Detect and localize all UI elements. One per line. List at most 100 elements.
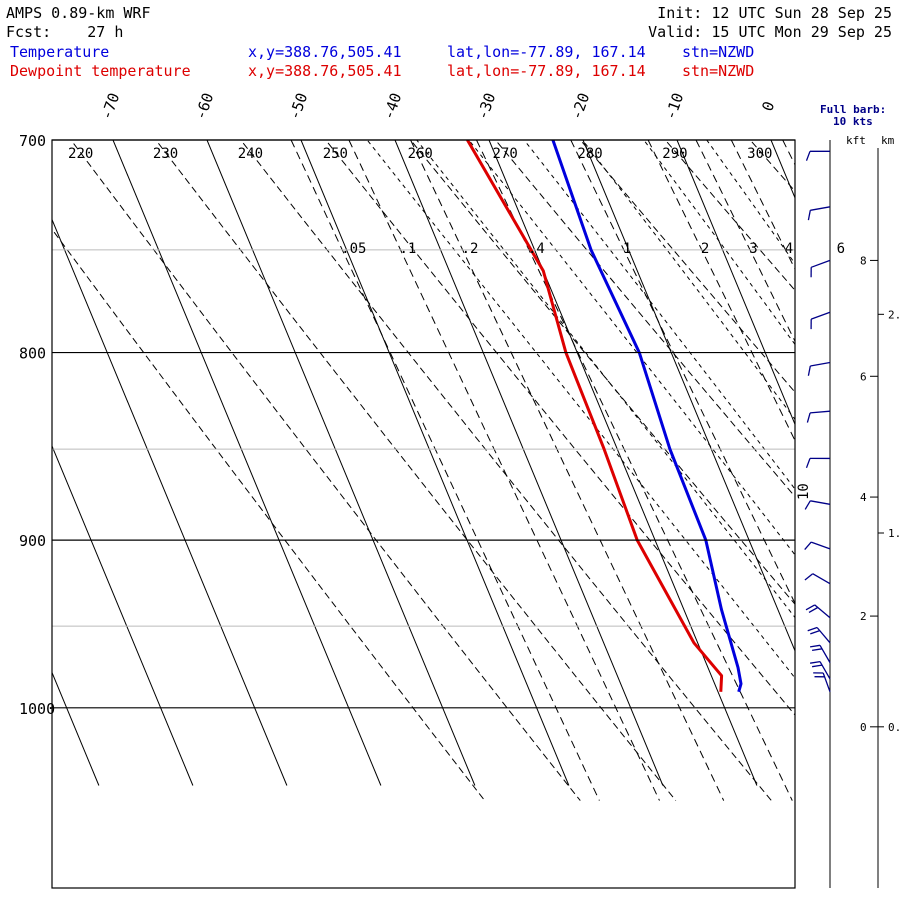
side-label: 10 (796, 483, 812, 500)
mixing-ratio-line (730, 140, 795, 271)
forecast-hour: Fcst: 27 h (6, 23, 123, 41)
barb-flag (811, 664, 823, 668)
dry-adiabat-label: 250 (323, 146, 348, 162)
wind-barb (805, 604, 831, 619)
isotherm (394, 140, 664, 786)
dry-adiabat (664, 140, 795, 292)
dry-adiabat (70, 140, 581, 801)
barb-flag (807, 626, 818, 632)
barb-staff (810, 410, 831, 414)
dry-adiabat-label: 240 (238, 146, 263, 162)
km-label: km (881, 134, 895, 147)
dry-adiabat (325, 140, 795, 716)
barb-flag (804, 500, 811, 510)
dewpoint-legend: Dewpoint temperature (10, 62, 191, 80)
isotherm (488, 140, 758, 786)
barb-flag (805, 604, 816, 611)
barb-staff (810, 311, 831, 320)
dry-adiabat-label: 290 (662, 146, 687, 162)
barb-staff (819, 644, 831, 663)
barb-flag (808, 606, 819, 613)
kft-tick-label: 8 (860, 254, 867, 267)
dry-adiabat (409, 140, 795, 605)
pressure-label: 900 (19, 532, 46, 550)
dry-adiabat-label: 230 (153, 146, 178, 162)
mixing-ratio-label: 2 (701, 241, 709, 257)
mixing-ratio-label: 1 (623, 241, 631, 257)
barb-flag (804, 573, 814, 581)
barb-flag (807, 210, 811, 221)
valid-time: Valid: 15 UTC Mon 29 Sep 25 (648, 23, 892, 41)
isotherm-label: 0 (758, 99, 778, 114)
wind-barb (805, 150, 831, 161)
isotherm (770, 140, 795, 200)
barb-staff (810, 259, 831, 268)
wind-barb (807, 361, 831, 376)
kft-tick-label: 0 (860, 721, 867, 734)
moist-adiabat (523, 140, 795, 490)
pressure-label: 700 (19, 132, 46, 150)
barb-flag (809, 660, 821, 664)
grid-layer (0, 140, 900, 801)
barb-flag (811, 648, 823, 652)
isotherm (865, 140, 900, 786)
dry-adiabat-label: 220 (68, 146, 93, 162)
mixing-ratio-label: 3 (749, 241, 757, 257)
mixing-ratio-line (290, 140, 600, 801)
mixing-ratio-label: 4 (785, 241, 793, 257)
barb-staff (810, 541, 831, 550)
barb-header: Full barb: (820, 103, 886, 116)
fcst-value: 27 h (87, 23, 124, 41)
mixing-ratio-label: .2 (462, 241, 479, 257)
km-tick-label: 1. (888, 527, 900, 540)
barb-staff (814, 604, 831, 619)
dry-adiabat (494, 140, 795, 498)
barb-staff (810, 206, 831, 211)
mixing-ratio-line (647, 140, 795, 442)
wind-barb (806, 410, 831, 423)
km-tick-label: 0. (888, 721, 900, 734)
kft-tick-label: 4 (860, 491, 867, 504)
moist-adiabat (468, 140, 795, 556)
isotherm (300, 140, 570, 786)
dry-adiabat (240, 140, 772, 801)
wind-barb (807, 626, 831, 644)
barb-flag (810, 629, 820, 635)
dry-adiabat (155, 140, 677, 801)
temperature-station: stn=NZWD (682, 43, 755, 61)
wind-barb (804, 541, 831, 551)
barb-staff (812, 573, 831, 585)
barb-staff (810, 500, 831, 505)
mixing-ratio-label: .4 (528, 241, 545, 257)
wind-barb (809, 644, 831, 663)
wind-barb (807, 206, 831, 221)
init-time: Init: 12 UTC Sun 28 Sep 25 (657, 4, 892, 22)
isotherm-label: -20 (567, 90, 593, 122)
mixing-ratio-line (782, 140, 795, 166)
barb-flag (805, 458, 811, 469)
barb-staff (819, 661, 831, 680)
wind-barb (804, 500, 831, 510)
moist-adiabat (581, 140, 795, 421)
isotherm (0, 140, 5, 786)
wind-barb (809, 660, 831, 680)
wind-barb (805, 457, 831, 469)
isotherm (582, 140, 795, 653)
temperature-legend: Temperature (10, 43, 110, 61)
isotherm-label: -60 (191, 90, 217, 122)
barb-staff (810, 361, 831, 367)
model-name: AMPS 0.89-km WRF (6, 4, 151, 22)
plot-frame (51, 139, 796, 889)
isotherm-label: -70 (97, 90, 123, 122)
mixing-ratio-label: .1 (399, 241, 416, 257)
barb-layer (804, 150, 831, 693)
moist-adiabat (416, 140, 795, 619)
isotherm (52, 444, 194, 786)
dry-adiabat (579, 140, 795, 393)
isotherm-label: -10 (661, 90, 687, 122)
mixing-ratio-label: .05 (341, 241, 366, 257)
isotherm (52, 218, 288, 786)
dry-adiabat-label: 300 (747, 146, 772, 162)
mixing-ratio-label: 6 (837, 241, 845, 257)
temperature-latlon: lat,lon=-77.89, 167.14 (447, 43, 646, 61)
